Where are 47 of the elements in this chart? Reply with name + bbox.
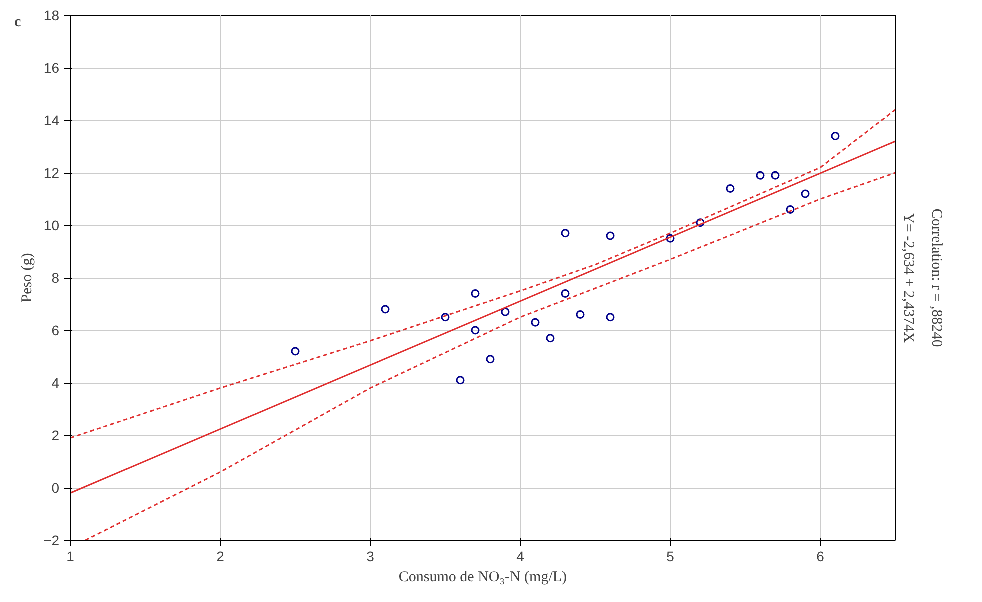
point (291, 347, 300, 356)
point (381, 305, 390, 314)
y-tick-label: 2 (52, 428, 60, 444)
point (801, 190, 810, 198)
point (486, 355, 495, 364)
y-tick-label: 16 (44, 60, 60, 76)
point (696, 218, 705, 228)
point (561, 290, 570, 298)
x-tick-label: 4 (516, 548, 525, 564)
point (501, 308, 510, 316)
y-tick-label: 0 (52, 480, 60, 496)
point (606, 313, 615, 322)
y-tick-label: 14 (44, 112, 60, 128)
point (561, 229, 570, 238)
line-series (84, 172, 896, 540)
y-tick-label: 18 (44, 8, 60, 24)
point (471, 290, 480, 298)
point (576, 310, 585, 319)
point (756, 171, 765, 180)
x-tick-label: 5 (666, 548, 675, 564)
point (456, 376, 465, 385)
y-tick-label: −2 (44, 532, 60, 548)
y-axis-title: Peso (g) (20, 253, 36, 303)
y-tick-label: 4 (52, 375, 60, 391)
x-tick-label: 2 (216, 548, 225, 564)
x-tick-label: 3 (366, 548, 375, 564)
line-series (70, 109, 896, 439)
x-tick-label: 1 (66, 548, 75, 564)
point (531, 318, 540, 327)
x-axis-title: Consumo de NO₃-N (mg/L) (398, 570, 568, 586)
y-tick-label: 8 (52, 270, 60, 286)
point (546, 334, 555, 343)
y-tick-label: 10 (44, 218, 60, 234)
point (471, 326, 480, 335)
point (606, 232, 615, 240)
text: Correlation: r = ,88240 (928, 208, 944, 348)
y-tick-label: 6 (52, 322, 60, 338)
point (441, 313, 450, 322)
x-tick-label: 6 (816, 548, 825, 564)
point (771, 171, 780, 180)
point (726, 184, 735, 193)
text: c (14, 14, 22, 30)
point (786, 206, 795, 214)
point (666, 234, 675, 243)
y-tick-label: 12 (44, 165, 60, 181)
text: Y= -2,634 + 2,4374X (900, 213, 916, 344)
point (831, 132, 840, 140)
